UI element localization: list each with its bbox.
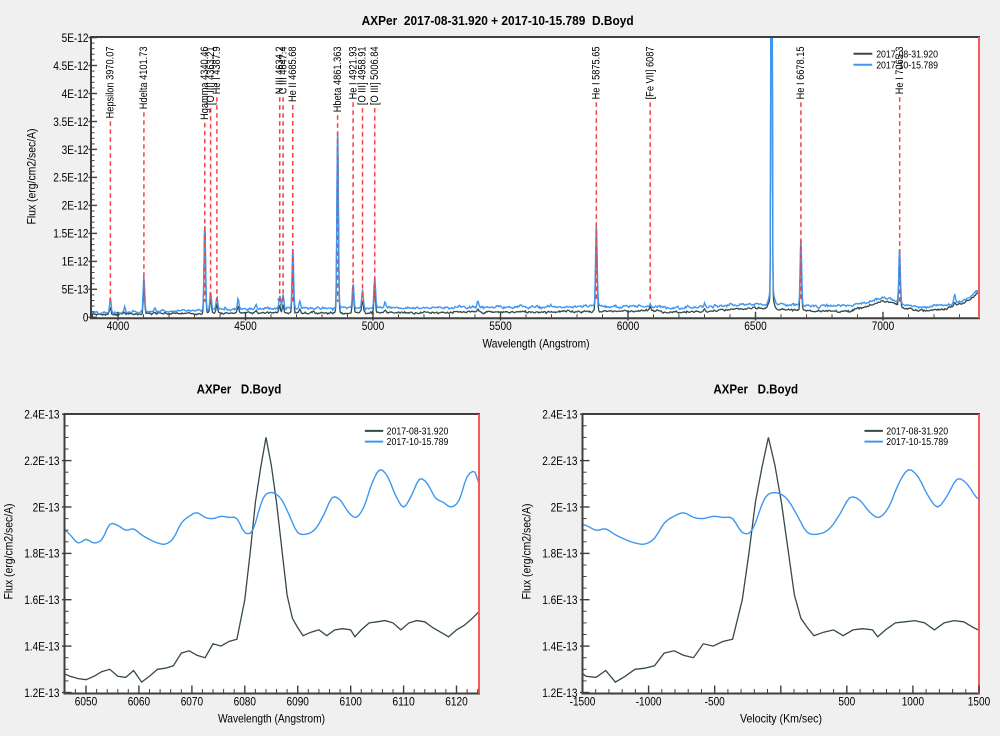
svg-text:[Fe VII] 6087: [Fe VII] 6087	[644, 47, 656, 100]
svg-text:2017-10-15.789: 2017-10-15.789	[886, 437, 948, 448]
svg-text:1.2E-13: 1.2E-13	[542, 686, 578, 700]
svg-text:2.2E-13: 2.2E-13	[542, 454, 578, 468]
svg-text:0: 0	[83, 311, 89, 325]
svg-text:Velocity (Km/sec): Velocity (Km/sec)	[740, 712, 822, 726]
svg-text:He II 4685.68: He II 4685.68	[287, 47, 299, 103]
svg-text:6000: 6000	[617, 319, 640, 333]
svg-text:6090: 6090	[287, 694, 310, 708]
svg-text:1.2E-13: 1.2E-13	[24, 686, 60, 700]
svg-text:1500: 1500	[968, 694, 991, 708]
svg-text:1E-12: 1E-12	[62, 255, 89, 269]
svg-text:[O III] 5006.84: [O III] 5006.84	[369, 47, 381, 106]
svg-text:2.5E-12: 2.5E-12	[53, 171, 89, 185]
svg-text:2E-12: 2E-12	[62, 199, 89, 213]
svg-text:1000: 1000	[902, 694, 925, 708]
svg-text:6080: 6080	[234, 694, 257, 708]
svg-text:2017-10-15.789: 2017-10-15.789	[387, 437, 449, 448]
svg-text:2E-13: 2E-13	[551, 500, 578, 514]
svg-text:-1500: -1500	[570, 694, 596, 708]
svg-text:He I 5875.65: He I 5875.65	[591, 47, 603, 100]
svg-text:1.8E-13: 1.8E-13	[542, 547, 578, 561]
svg-text:1.5E-12: 1.5E-12	[53, 227, 89, 241]
svg-text:6110: 6110	[392, 694, 415, 708]
svg-text:He I 4921.93: He I 4921.93	[347, 47, 359, 100]
svg-text:5500: 5500	[489, 319, 512, 333]
svg-text:2.4E-13: 2.4E-13	[542, 408, 578, 422]
svg-text:Wavelength (Angstrom): Wavelength (Angstrom)	[483, 337, 590, 351]
svg-text:C III 4647.4: C III 4647.4	[277, 47, 289, 95]
svg-text:N III 4634.2: N III 4634.2	[274, 47, 286, 95]
svg-text:Flux (erg/cm2/sec/A): Flux (erg/cm2/sec/A)	[25, 129, 39, 225]
svg-text:2017-10-15.789: 2017-10-15.789	[876, 60, 938, 71]
svg-text:1.4E-13: 1.4E-13	[542, 639, 578, 653]
svg-text:6050: 6050	[75, 694, 98, 708]
svg-text:AXPer D.Boyd: AXPer D.Boyd	[713, 382, 798, 396]
svg-text:Flux (erg/cm2/sec/A): Flux (erg/cm2/sec/A)	[2, 504, 16, 600]
svg-text:3E-12: 3E-12	[62, 143, 89, 157]
svg-text:Hdelta 4101.73: Hdelta 4101.73	[138, 47, 150, 110]
svg-text:6060: 6060	[128, 694, 151, 708]
svg-text:6500: 6500	[744, 319, 767, 333]
svg-text:500: 500	[838, 694, 855, 708]
svg-text:Hepsilon 3970.07: Hepsilon 3970.07	[105, 47, 117, 119]
svg-text:5000: 5000	[362, 319, 385, 333]
svg-text:Hbeta 4861.363: Hbeta 4861.363	[332, 47, 344, 113]
svg-text:He I 7065.3: He I 7065.3	[894, 47, 906, 95]
svg-text:Flux (erg/cm2/sec/A): Flux (erg/cm2/sec/A)	[520, 504, 534, 600]
svg-text:1.8E-13: 1.8E-13	[24, 547, 60, 561]
svg-text:-500: -500	[705, 694, 725, 708]
svg-text:2.4E-13: 2.4E-13	[24, 408, 60, 422]
svg-text:3.5E-12: 3.5E-12	[53, 115, 89, 129]
svg-text:5E-13: 5E-13	[62, 283, 89, 297]
svg-text:5E-12: 5E-12	[62, 31, 89, 45]
svg-text:2017-08-31.920: 2017-08-31.920	[886, 426, 948, 437]
svg-text:He I 6678.15: He I 6678.15	[795, 47, 807, 100]
svg-text:1.4E-13: 1.4E-13	[24, 639, 60, 653]
svg-text:7000: 7000	[872, 319, 895, 333]
svg-text:Hgamma 4340.46: Hgamma 4340.46	[199, 47, 211, 120]
svg-text:1.6E-13: 1.6E-13	[542, 593, 578, 607]
svg-text:6120: 6120	[445, 694, 468, 708]
svg-text:2.2E-13: 2.2E-13	[24, 454, 60, 468]
svg-text:[O III] 4363.21: [O III] 4363.21	[205, 47, 217, 106]
svg-text:He I 4387.9: He I 4387.9	[211, 47, 223, 95]
svg-text:2E-13: 2E-13	[33, 500, 60, 514]
svg-text:4500: 4500	[234, 319, 257, 333]
svg-text:1.6E-13: 1.6E-13	[24, 593, 60, 607]
svg-text:Wavelength (Angstrom): Wavelength (Angstrom)	[218, 712, 325, 726]
svg-text:4E-12: 4E-12	[62, 87, 89, 101]
svg-text:AXPer 2017-08-31.920 + 2017-1: AXPer 2017-08-31.920 + 2017-10-15.789 D.…	[362, 14, 634, 28]
svg-text:6070: 6070	[181, 694, 204, 708]
svg-text:[O III] 4958.91: [O III] 4958.91	[357, 47, 369, 106]
svg-text:2017-08-31.920: 2017-08-31.920	[387, 426, 449, 437]
svg-text:-1000: -1000	[636, 694, 662, 708]
svg-text:6100: 6100	[340, 694, 363, 708]
svg-text:2017-08-31.920: 2017-08-31.920	[876, 49, 938, 60]
svg-text:AXPer D.Boyd: AXPer D.Boyd	[197, 382, 282, 396]
svg-text:4000: 4000	[107, 319, 130, 333]
svg-text:4.5E-12: 4.5E-12	[53, 59, 89, 73]
